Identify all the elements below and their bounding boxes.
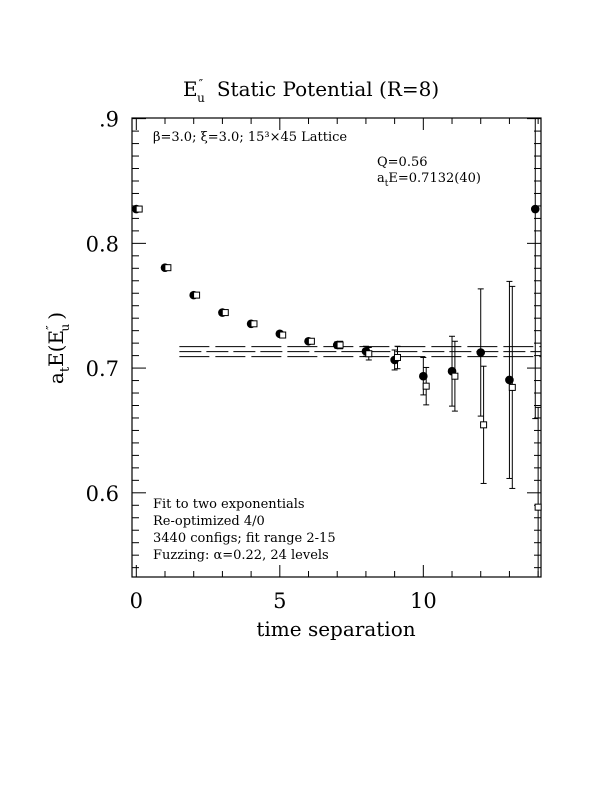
square-point bbox=[393, 353, 401, 361]
square-point bbox=[422, 382, 430, 390]
square-point bbox=[365, 350, 373, 358]
y-tick-label: 0.8 bbox=[86, 232, 119, 256]
circle-point bbox=[530, 204, 540, 214]
square-point bbox=[279, 331, 287, 339]
square-point bbox=[508, 383, 516, 391]
square-point bbox=[336, 341, 344, 349]
chart-title: E″ u Static Potential (R=8) bbox=[183, 77, 439, 105]
circle-point bbox=[505, 375, 514, 385]
x-axis-label: time separation bbox=[256, 617, 415, 641]
plot-frame bbox=[131, 117, 542, 578]
energy-annotation: atE=0.7132(40) bbox=[377, 171, 481, 189]
x-tick-label: 0 bbox=[130, 589, 143, 613]
q-annotation: Q=0.56 bbox=[377, 155, 428, 170]
square-point bbox=[480, 421, 488, 429]
tick-labels: 0 5 10 0.6 0.7 0.8 .9 bbox=[86, 108, 437, 613]
fit-note-line: Fuzzing: α=0.22, 24 levels bbox=[153, 548, 329, 563]
y-tick-label: .9 bbox=[99, 108, 119, 132]
square-point bbox=[534, 503, 542, 511]
square-point bbox=[164, 264, 172, 272]
title-subscript: u bbox=[197, 91, 205, 105]
lattice-annotation: β=3.0; ξ=3.0; 15³×45 Lattice bbox=[153, 130, 347, 145]
fit-note-line: 3440 configs; fit range 2-15 bbox=[153, 531, 336, 546]
x-tick-label: 5 bbox=[273, 589, 286, 613]
fit-band bbox=[179, 346, 541, 358]
title-text: Static Potential (R=8) bbox=[217, 77, 439, 101]
fit-note-line: Re-optimized 4/0 bbox=[153, 514, 265, 529]
square-point bbox=[221, 309, 229, 317]
y-tick-label: 0.6 bbox=[86, 482, 119, 506]
title-superscript: ″ bbox=[199, 77, 204, 91]
svg-text:atE(E″u): atE(E″u) bbox=[44, 312, 73, 384]
fit-notes: Fit to two exponentials Re-optimized 4/0… bbox=[153, 497, 336, 563]
square-point bbox=[193, 291, 201, 299]
circle-point bbox=[476, 348, 486, 357]
data-points bbox=[132, 118, 542, 577]
x-tick-label: 10 bbox=[410, 589, 437, 613]
square-point bbox=[451, 372, 459, 380]
square-point bbox=[135, 205, 143, 213]
y-axis-label: atE(E″u) bbox=[44, 312, 73, 384]
square-point bbox=[307, 337, 315, 345]
title-letter: E bbox=[183, 77, 198, 101]
square-point bbox=[250, 320, 258, 328]
circle-point bbox=[419, 371, 428, 381]
y-tick-label: 0.7 bbox=[86, 357, 119, 381]
fit-note-line: Fit to two exponentials bbox=[153, 497, 305, 512]
